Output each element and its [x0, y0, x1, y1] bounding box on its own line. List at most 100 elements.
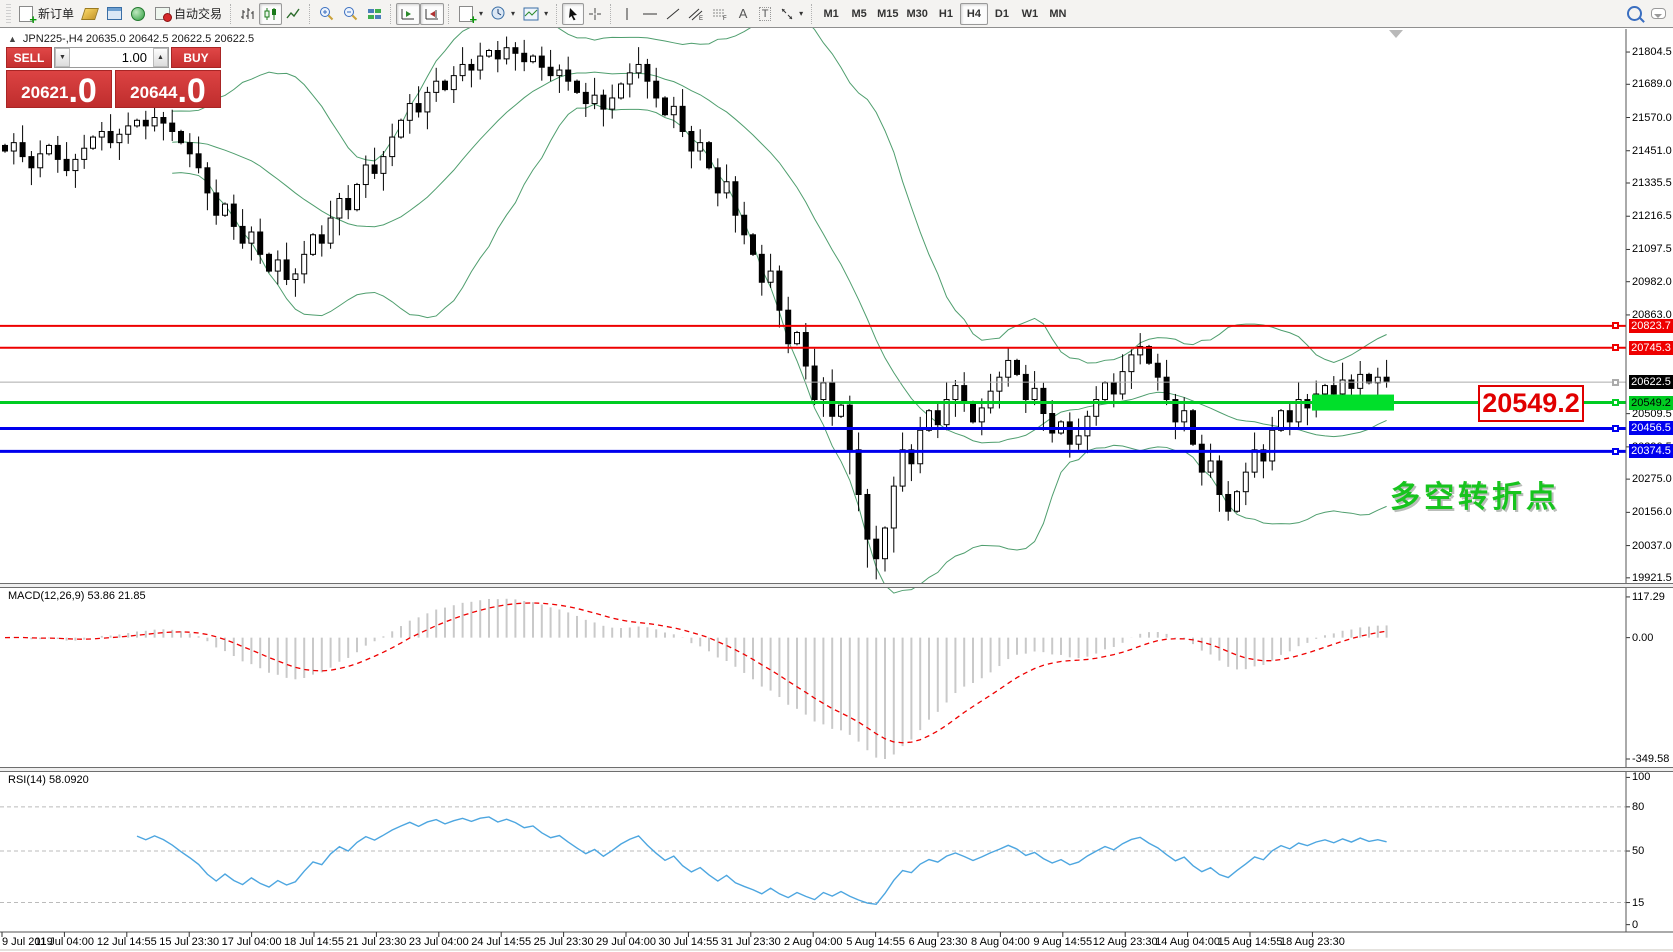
rsi-tick: 100 [1632, 771, 1651, 784]
sell-price-main: 20621 [21, 83, 69, 102]
pivot-highlight-rect[interactable] [1312, 394, 1394, 411]
chart-shift-button[interactable] [420, 2, 445, 25]
vertical-line-icon [626, 7, 628, 20]
cursor-button[interactable] [562, 2, 585, 25]
price-axis[interactable] [1626, 29, 1673, 952]
separator [610, 3, 612, 24]
timeframe-m5[interactable]: M5 [845, 3, 873, 25]
marker-button[interactable] [78, 3, 102, 25]
timeframe-h1[interactable]: H1 [932, 3, 960, 25]
autotrading-button[interactable]: 自动交易 [150, 3, 226, 25]
price-tick: 21570.0 [1632, 111, 1672, 124]
arrows-button[interactable]: ▾ [776, 3, 807, 25]
templates-icon [523, 7, 539, 20]
time-tick: 2 Aug 04:00 [783, 936, 843, 948]
timeframe-d1[interactable]: D1 [988, 3, 1016, 25]
price-tick: 20156.0 [1632, 506, 1672, 519]
candlestick-chart-button[interactable] [259, 2, 283, 25]
svg-text:F: F [723, 16, 727, 21]
timeframe-h4[interactable]: H4 [959, 2, 988, 25]
chart-window-icon [106, 6, 122, 22]
zoom-out-button[interactable] [339, 3, 363, 25]
text-button[interactable]: A [732, 3, 754, 25]
resistance-2-anchor[interactable] [1612, 344, 1619, 352]
candlesticks[interactable] [2, 36, 1390, 580]
support-1-anchor[interactable] [1612, 424, 1619, 432]
community-chat-button[interactable] [1646, 3, 1670, 25]
line-chart-button[interactable] [282, 3, 305, 25]
buy-button[interactable]: BUY [171, 47, 221, 68]
tile-windows-icon [368, 8, 382, 19]
quote-panel-toggle-icon[interactable]: ▲ [8, 34, 17, 44]
chart-window-button[interactable] [102, 3, 126, 25]
cursor-icon [568, 7, 577, 20]
turning-point-annotation[interactable]: 多空转折点 [1390, 480, 1560, 515]
time-tick: 5 Aug 14:55 [846, 936, 905, 948]
time-tick: 14 Aug 04:00 [1155, 936, 1221, 948]
new-order-button[interactable]: 新订单 [14, 3, 78, 27]
zoom-in-button[interactable] [315, 3, 339, 25]
new-order-icon [18, 5, 37, 27]
equidistant-channel-button[interactable]: E [684, 3, 708, 25]
macd-pane-splitter[interactable] [0, 583, 1673, 588]
zoom-out-icon [344, 7, 358, 21]
bid-line-anchor[interactable] [1612, 378, 1619, 386]
support-2-axis-badge: 20374.5 [1629, 444, 1673, 459]
bid-line-axis-badge: 20622.5 [1629, 375, 1673, 390]
pivot-green-axis-badge: 20549.2 [1629, 395, 1673, 410]
indicators-button[interactable]: ▾ [454, 3, 487, 27]
resistance-1-anchor[interactable] [1612, 322, 1619, 330]
buy-price[interactable]: 20644 .0 [115, 70, 221, 108]
timeframe-m15[interactable]: M15 [873, 3, 902, 25]
price-tick: 20863.0 [1632, 308, 1672, 321]
timeframe-m30[interactable]: M30 [903, 3, 932, 25]
toolbar-grip[interactable] [6, 3, 11, 24]
autotrading-label: 自动交易 [174, 7, 223, 21]
crosshair-button[interactable] [584, 3, 606, 25]
time-tick: 8 Aug 04:00 [971, 936, 1030, 948]
price-tick: 21804.5 [1632, 46, 1672, 59]
time-tick: 31 Jul 23:30 [720, 936, 781, 948]
fibonacci-button[interactable]: F [708, 3, 732, 25]
templates-button[interactable]: ▾ [519, 3, 552, 25]
volume-decrease-button[interactable]: ▼ [55, 48, 70, 67]
rsi-label: RSI(14) 58.0920 [8, 774, 89, 786]
signal-button[interactable] [126, 3, 150, 25]
periods-button[interactable]: ▾ [487, 3, 519, 25]
chart-shift-marker[interactable] [1389, 30, 1403, 45]
bar-chart-button[interactable] [236, 3, 259, 25]
time-tick: 30 Jul 14:55 [658, 936, 719, 948]
rsi-pane-splitter[interactable] [0, 767, 1673, 772]
separator [309, 3, 311, 24]
chat-bubbles-icon [1650, 6, 1666, 22]
macd-tick: -349.58 [1632, 752, 1670, 765]
bollinger-middle-band [172, 71, 1387, 444]
timeframe-m1[interactable]: M1 [817, 3, 845, 25]
search-button[interactable] [1622, 3, 1646, 25]
volume-input[interactable] [70, 48, 153, 67]
time-tick: 11 Jul 04:00 [34, 936, 94, 948]
auto-scroll-button[interactable] [396, 2, 421, 25]
horizontal-line-button[interactable] [638, 3, 662, 25]
tile-windows-button[interactable] [363, 3, 386, 25]
price-tick: 20275.0 [1632, 473, 1672, 486]
one-click-trading-panel: SELL ▼ ▲ BUY 20621 .0 20644 .0 [6, 47, 221, 108]
timeframe-mn[interactable]: MN [1044, 3, 1072, 25]
text-label-button[interactable]: T [754, 3, 776, 25]
macd-label: MACD(12,26,9) 53.86 21.85 [8, 590, 146, 602]
vertical-line-button[interactable] [616, 3, 638, 25]
support-2-anchor[interactable] [1612, 447, 1619, 455]
level-price-callout[interactable]: 20549.2 [1478, 385, 1584, 422]
separator [230, 3, 232, 24]
timeframe-w1[interactable]: W1 [1016, 3, 1044, 25]
sell-price[interactable]: 20621 .0 [6, 70, 112, 108]
pivot-green-anchor[interactable] [1612, 399, 1619, 407]
time-tick: 9 Aug 14:55 [1033, 936, 1093, 948]
fibonacci-icon: F [713, 9, 727, 21]
macd-tick: 117.29 [1632, 590, 1665, 603]
volume-increase-button[interactable]: ▲ [153, 48, 168, 67]
sell-button[interactable]: SELL [6, 47, 52, 68]
time-tick: 24 Jul 14:55 [471, 936, 532, 948]
macd-tick: 0.00 [1632, 631, 1654, 644]
trendline-button[interactable] [662, 3, 684, 25]
